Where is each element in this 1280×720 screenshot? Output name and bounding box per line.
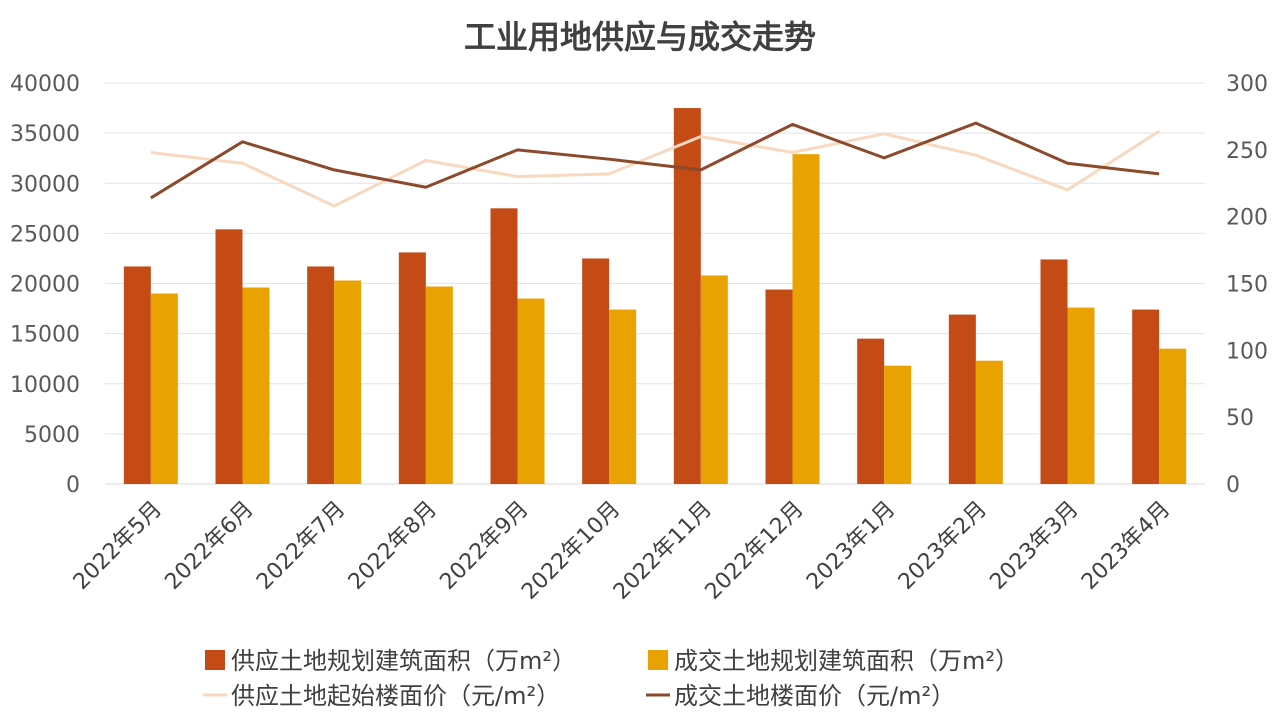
x-tick-label: 2022年7月 [252,497,350,595]
bar-deal [884,365,912,484]
bar-deal [975,360,1003,484]
right-tick-label: 0 [1226,473,1240,498]
bar-supply [1040,259,1068,484]
left-tick-label: 20000 [10,273,80,298]
left-tick-label: 35000 [10,122,80,147]
right-tick-label: 250 [1226,139,1268,164]
bar-deal [242,287,270,484]
legend-item: 成交土地楼面价（元/m²） [646,682,955,710]
legend: 供应土地规划建筑面积（万m²） 成交土地规划建筑面积（万m²） 供应土地起始楼面价（… [203,647,1019,710]
legend-swatch [648,650,668,670]
bar-supply [398,252,426,484]
bars [123,108,1187,485]
bar-supply [673,108,701,484]
left-tick-label: 0 [66,473,80,498]
bar-deal [150,293,178,484]
legend-item: 供应土地起始楼面价（元/m²） [203,682,560,710]
left-tick-label: 30000 [10,172,80,197]
legend-label: 供应土地规划建筑面积（万m²） [231,647,576,675]
legend-item: 成交土地规划建筑面积（万m²） [648,647,1019,675]
left-tick-label: 10000 [10,373,80,398]
bar-deal [517,298,545,484]
bar-supply [307,266,335,484]
right-tick-label: 200 [1226,206,1268,231]
bar-supply [1132,309,1160,484]
bar-deal [1067,307,1095,484]
bar-deal [334,280,362,484]
left-tick-label: 5000 [24,423,80,448]
line-supply-price [150,129,1160,208]
x-tick-label: 2022年12月 [701,497,809,605]
x-tick-label: 2022年6月 [160,497,258,595]
bar-supply [215,229,243,484]
legend-label: 成交土地楼面价（元/m²） [674,682,955,710]
bar-supply [123,266,151,484]
left-tick-label: 25000 [10,222,80,247]
right-tick-label: 50 [1226,406,1254,431]
bar-supply [765,289,793,484]
x-tick-label: 2022年8月 [344,497,442,595]
legend-label: 成交土地规划建筑面积（万m²） [674,647,1019,675]
x-tick-label: 2022年9月 [435,497,533,595]
bar-deal [609,309,637,484]
left-tick-label: 40000 [10,72,80,97]
lines [150,121,1160,208]
chart-title: 工业用地供应与成交走势 [464,18,816,56]
right-tick-label: 300 [1226,72,1268,97]
right-tick-label: 100 [1226,339,1268,364]
x-tick-label: 2023年3月 [985,497,1083,595]
bar-deal [1159,348,1187,484]
bar-deal [425,286,453,484]
x-tick-label: 2023年2月 [894,497,992,595]
right-axis-ticks: 0 50 100 150 200 250 300 [1226,72,1268,498]
x-tick-label: 2022年5月 [69,497,167,595]
bar-deal [792,154,820,485]
left-axis-ticks: 0 5000 10000 15000 20000 25000 30000 35000 40000 [10,72,80,498]
x-tick-label: 2023年1月 [802,497,900,595]
bar-deal [700,275,728,484]
bar-supply [948,314,976,484]
line-deal-price [150,121,1160,200]
legend-label: 供应土地起始楼面价（元/m²） [231,682,560,710]
bar-supply [857,338,885,484]
legend-item: 供应土地规划建筑面积（万m²） [205,647,576,675]
left-tick-label: 15000 [10,323,80,348]
bar-supply [490,208,518,484]
right-tick-label: 150 [1226,273,1268,298]
x-tick-label: 2023年4月 [1077,497,1175,595]
bar-supply [582,258,610,484]
legend-swatch [205,650,225,670]
grid [105,82,1205,485]
